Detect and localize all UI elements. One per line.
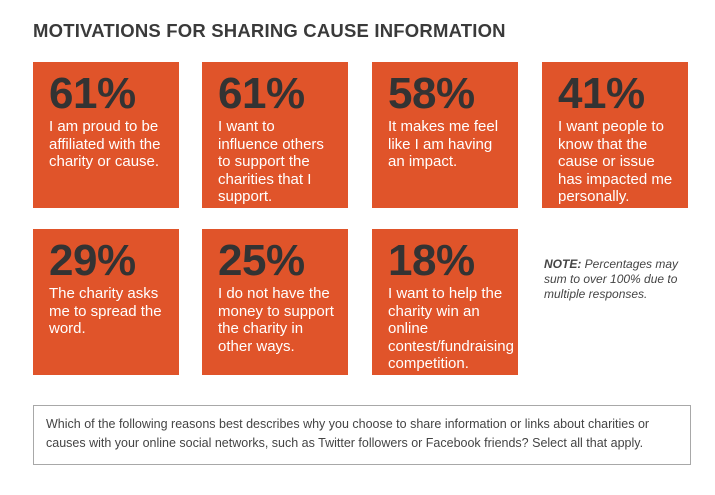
stat-percent: 18% (388, 236, 475, 285)
stat-tile: 18% I want to help the charity win an on… (372, 229, 518, 375)
stat-percent: 29% (49, 236, 136, 285)
stat-label: I want to help the charity win an online… (388, 285, 514, 372)
footnote-label: NOTE: (544, 257, 582, 271)
stat-label: I am proud to be affiliated with the cha… (49, 118, 161, 170)
survey-question: Which of the following reasons best desc… (33, 405, 691, 465)
stat-tile: 41% I want people to know that the cause… (542, 62, 688, 208)
stat-label: The charity asks me to spread the word. (49, 285, 162, 337)
stat-tile: 61% I am proud to be affiliated with the… (33, 62, 179, 208)
stat-percent: 25% (218, 236, 305, 285)
stat-tile: 25% I do not have the money to support t… (202, 229, 348, 375)
stat-percent: 58% (388, 69, 475, 118)
stat-percent: 61% (218, 69, 305, 118)
stat-label: It makes me feel like I am having an imp… (388, 118, 499, 170)
stat-tile: 29% The charity asks me to spread the wo… (33, 229, 179, 375)
stat-label: I want to influence others to support th… (218, 118, 324, 205)
stat-percent: 61% (49, 69, 136, 118)
stat-tile: 61% I want to influence others to suppor… (202, 62, 348, 208)
footnote: NOTE: Percentages may sum to over 100% d… (544, 257, 694, 302)
stat-tile: 58% It makes me feel like I am having an… (372, 62, 518, 208)
footnote-text: Percentages may sum to over 100% due to … (544, 257, 679, 301)
stat-percent: 41% (558, 69, 645, 118)
stat-label: I do not have the money to support the c… (218, 285, 334, 355)
page-title: MOTIVATIONS FOR SHARING CAUSE INFORMATIO… (33, 20, 506, 41)
stat-label: I want people to know that the cause or … (558, 118, 673, 205)
